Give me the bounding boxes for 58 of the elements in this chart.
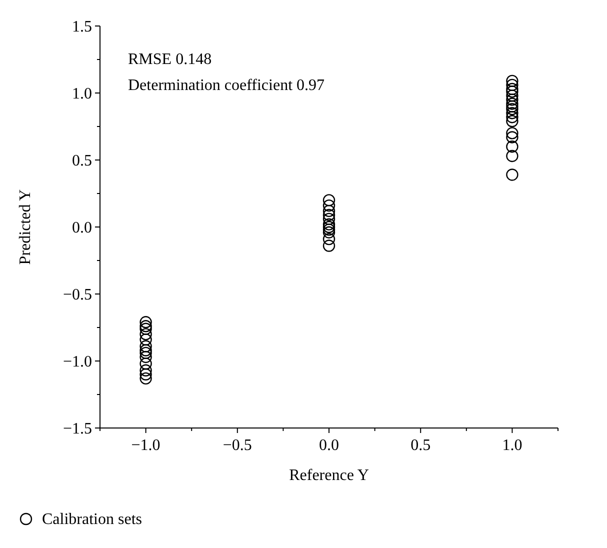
y-axis-title: Predicted Y (17, 188, 34, 265)
point (140, 350, 152, 364)
y-tick-label: 0.5 (72, 152, 92, 170)
point (140, 372, 152, 385)
point (140, 320, 152, 332)
point (506, 78, 518, 92)
point (140, 316, 152, 328)
point (140, 328, 152, 340)
point (506, 150, 518, 162)
point (506, 90, 518, 102)
x-tick-label: −1.0 (131, 437, 160, 454)
point (140, 346, 152, 360)
point (140, 344, 152, 356)
point (322, 199, 336, 212)
point (506, 107, 518, 120)
annotation: Determination coefficient 0.97 (128, 77, 325, 94)
point (140, 364, 152, 376)
y-tick-label: −1.5 (62, 420, 92, 438)
point (506, 111, 518, 124)
y-tick-label: 1.0 (72, 86, 92, 103)
point (140, 340, 152, 352)
point (322, 226, 336, 238)
point (322, 208, 336, 222)
point (506, 127, 518, 140)
point (506, 131, 518, 144)
point (506, 94, 518, 106)
x-axis-title: Reference Y (289, 467, 370, 484)
point (506, 86, 518, 98)
point (506, 98, 518, 110)
point (140, 322, 152, 335)
point (322, 224, 336, 236)
point (506, 82, 518, 96)
x-tick-label: 1.0 (502, 437, 522, 454)
point (322, 232, 336, 246)
point (322, 220, 336, 234)
y-tick-label: −0.5 (62, 286, 92, 304)
legend-label: Calibration sets (42, 511, 142, 528)
point (322, 194, 336, 206)
point (322, 204, 336, 218)
point (140, 368, 152, 380)
point (506, 168, 518, 181)
y-tick-label: 1.5 (72, 18, 92, 36)
annotation: RMSE 0.148 (128, 51, 212, 68)
point (322, 218, 336, 230)
x-tick-label: 0.5 (410, 437, 431, 454)
point (322, 212, 336, 226)
point (506, 115, 518, 128)
y-tick-label: −1.0 (62, 354, 92, 371)
point (506, 102, 518, 116)
y-tick-label: 0.0 (72, 220, 92, 237)
point (140, 333, 152, 346)
point (506, 140, 518, 153)
point (506, 100, 518, 112)
point (140, 358, 152, 370)
x-tick-label: −0.5 (222, 437, 252, 454)
point (506, 74, 518, 88)
x-tick-label: 0.0 (319, 437, 339, 454)
point (322, 240, 336, 252)
